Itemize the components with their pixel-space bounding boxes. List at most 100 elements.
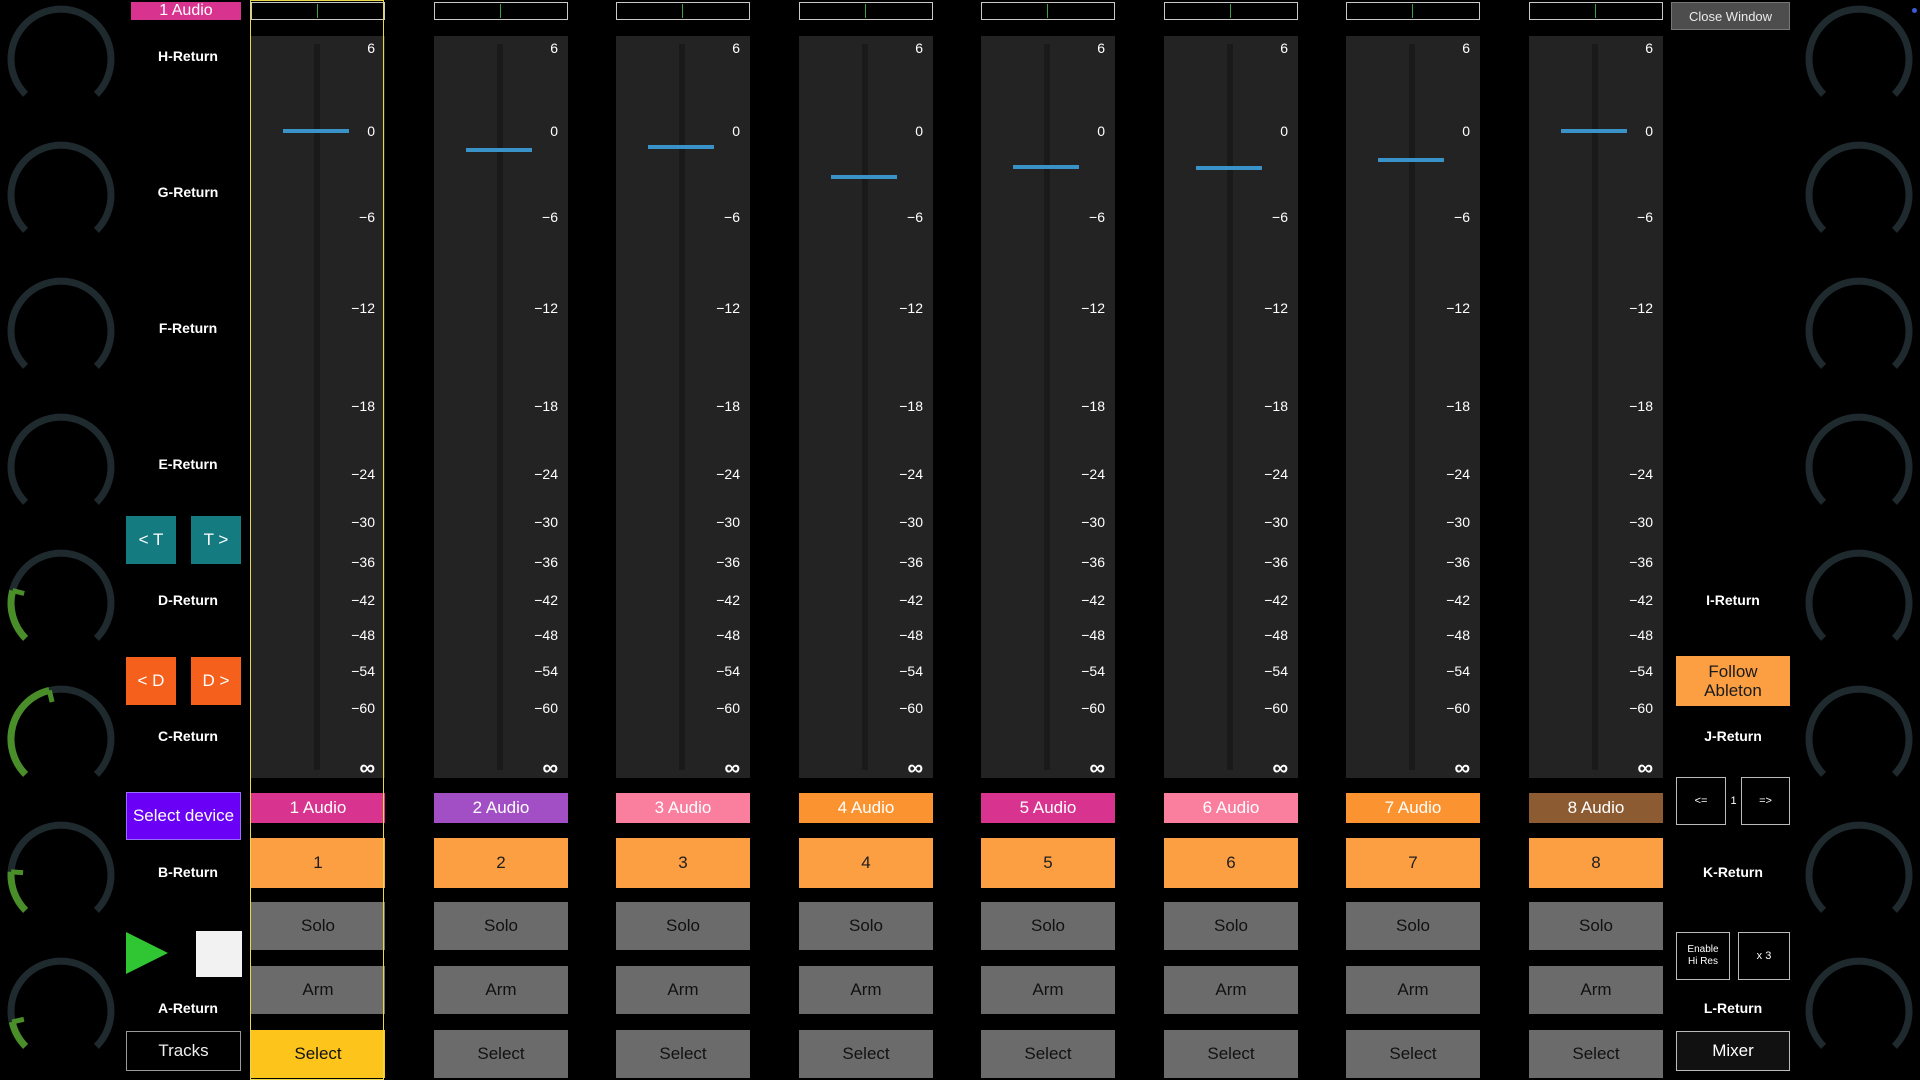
j-return-knob[interactable] [1798,678,1920,800]
select-button[interactable]: Select [251,1030,385,1078]
arm-button[interactable]: Arm [799,966,933,1014]
select-button[interactable]: Select [616,1030,750,1078]
device-prev-button[interactable]: < D [126,657,176,705]
solo-button[interactable]: Solo [1529,902,1663,950]
volume-fader[interactable]: 6 0 −6 −12 −18 −24 −30 −36 −42 −48 −54 −60 ∞ [1529,36,1663,780]
fader-handle[interactable] [648,144,714,149]
arm-button[interactable]: Arm [434,966,568,1014]
scale-label: −48 [1446,627,1470,643]
b-return-knob[interactable] [0,814,122,936]
track-name-button[interactable]: 8 Audio [1529,793,1663,823]
track-name-button[interactable]: 2 Audio [434,793,568,823]
multiplier-button[interactable]: x 3 [1738,932,1790,980]
device-next-button[interactable]: D > [191,657,241,705]
r4-return-knob[interactable] [1798,406,1920,528]
track-name-button[interactable]: 7 Audio [1346,793,1480,823]
meter-center-mark [1412,4,1413,18]
scale-label: 6 [1280,40,1288,56]
track-number-button[interactable]: 5 [981,838,1115,888]
c-return-knob[interactable] [0,678,122,800]
track-number-button[interactable]: 2 [434,838,568,888]
fader-handle[interactable] [1013,164,1079,169]
l-return-knob[interactable] [1798,950,1920,1072]
scale-label: −6 [1637,209,1653,225]
volume-fader[interactable]: 6 0 −6 −12 −18 −24 −30 −36 −42 −48 −54 −60 ∞ [981,36,1115,780]
track-next-button[interactable]: T > [191,516,241,564]
track-number-button[interactable]: 7 [1346,838,1480,888]
r3-return-knob[interactable] [1798,270,1920,392]
scale-label: −18 [1446,398,1470,414]
volume-fader[interactable]: 6 0 −6 −12 −18 −24 −30 −36 −42 −48 −54 −60 ∞ [1164,36,1298,780]
fader-handle[interactable] [1378,157,1444,162]
meter-center-mark [317,4,318,18]
select-button[interactable]: Select [799,1030,933,1078]
track-number-button[interactable]: 6 [1164,838,1298,888]
fader-handle[interactable] [283,129,349,133]
track-name-button[interactable]: 4 Audio [799,793,933,823]
volume-fader[interactable]: 6 0 −6 −12 −18 −24 −30 −36 −42 −48 −54 −60 ∞ [434,36,568,780]
volume-fader[interactable]: 6 0 −6 −12 −18 −24 −30 −36 −42 −48 −54 −60 ∞ [616,36,750,780]
track-name-button[interactable]: 3 Audio [616,793,750,823]
e-return-knob[interactable] [0,406,122,528]
track-name-button[interactable]: 5 Audio [981,793,1115,823]
solo-button[interactable]: Solo [434,902,568,950]
solo-button[interactable]: Solo [1346,902,1480,950]
page-prev-button[interactable]: <= [1676,777,1726,825]
select-device-button[interactable]: Select device [126,792,241,840]
select-button[interactable]: Select [1346,1030,1480,1078]
fader-handle[interactable] [831,174,897,179]
page-next-button[interactable]: => [1741,777,1790,825]
track-number-button[interactable]: 4 [799,838,933,888]
solo-button[interactable]: Solo [1164,902,1298,950]
track-name-button[interactable]: 1 Audio [251,793,385,823]
r1-return-knob[interactable] [1798,0,1920,120]
d-return-knob[interactable] [0,542,122,664]
select-button[interactable]: Select [434,1030,568,1078]
h-return-knob[interactable] [0,0,122,120]
arm-button[interactable]: Arm [616,966,750,1014]
scale-label: 6 [550,40,558,56]
close-window-button[interactable]: Close Window [1671,2,1790,30]
enable-hi-res-button[interactable]: Enable Hi Res [1676,932,1730,980]
arm-button[interactable]: Arm [251,966,385,1014]
scale-label: −42 [1081,592,1105,608]
arm-button[interactable]: Arm [1346,966,1480,1014]
select-button[interactable]: Select [1164,1030,1298,1078]
i-return-knob[interactable] [1798,542,1920,664]
mixer-button[interactable]: Mixer [1676,1031,1790,1071]
volume-fader[interactable]: 6 0 −6 −12 −18 −24 −30 −36 −42 −48 −54 −60 ∞ [251,36,385,780]
scale-label: −36 [1446,554,1470,570]
k-return-knob[interactable] [1798,814,1920,936]
a-return-knob[interactable] [0,950,122,1072]
fader-track [1227,44,1233,770]
tracks-button[interactable]: Tracks [126,1031,241,1071]
scale-label: −12 [1081,300,1105,316]
track-number-button[interactable]: 3 [616,838,750,888]
r2-return-knob[interactable] [1798,134,1920,256]
track-name-button[interactable]: 6 Audio [1164,793,1298,823]
solo-button[interactable]: Solo [799,902,933,950]
fader-handle[interactable] [1196,166,1262,171]
play-icon[interactable] [126,932,168,979]
select-button[interactable]: Select [1529,1030,1663,1078]
stop-icon[interactable] [196,931,242,977]
scale-label: 6 [1462,40,1470,56]
arm-button[interactable]: Arm [1164,966,1298,1014]
track-number-button[interactable]: 8 [1529,838,1663,888]
scale-label: −54 [716,663,740,679]
fader-handle[interactable] [466,147,532,152]
fader-handle[interactable] [1561,129,1627,133]
g-return-knob[interactable] [0,134,122,256]
solo-button[interactable]: Solo [251,902,385,950]
f-return-knob[interactable] [0,270,122,392]
arm-button[interactable]: Arm [1529,966,1663,1014]
volume-fader[interactable]: 6 0 −6 −12 −18 −24 −30 −36 −42 −48 −54 −60 ∞ [1346,36,1480,780]
solo-button[interactable]: Solo [981,902,1115,950]
solo-button[interactable]: Solo [616,902,750,950]
track-prev-button[interactable]: < T [126,516,176,564]
select-button[interactable]: Select [981,1030,1115,1078]
track-number-button[interactable]: 1 [251,838,385,888]
arm-button[interactable]: Arm [981,966,1115,1014]
volume-fader[interactable]: 6 0 −6 −12 −18 −24 −30 −36 −42 −48 −54 −60 ∞ [799,36,933,780]
follow-ableton-button[interactable]: Follow Ableton [1676,656,1790,706]
